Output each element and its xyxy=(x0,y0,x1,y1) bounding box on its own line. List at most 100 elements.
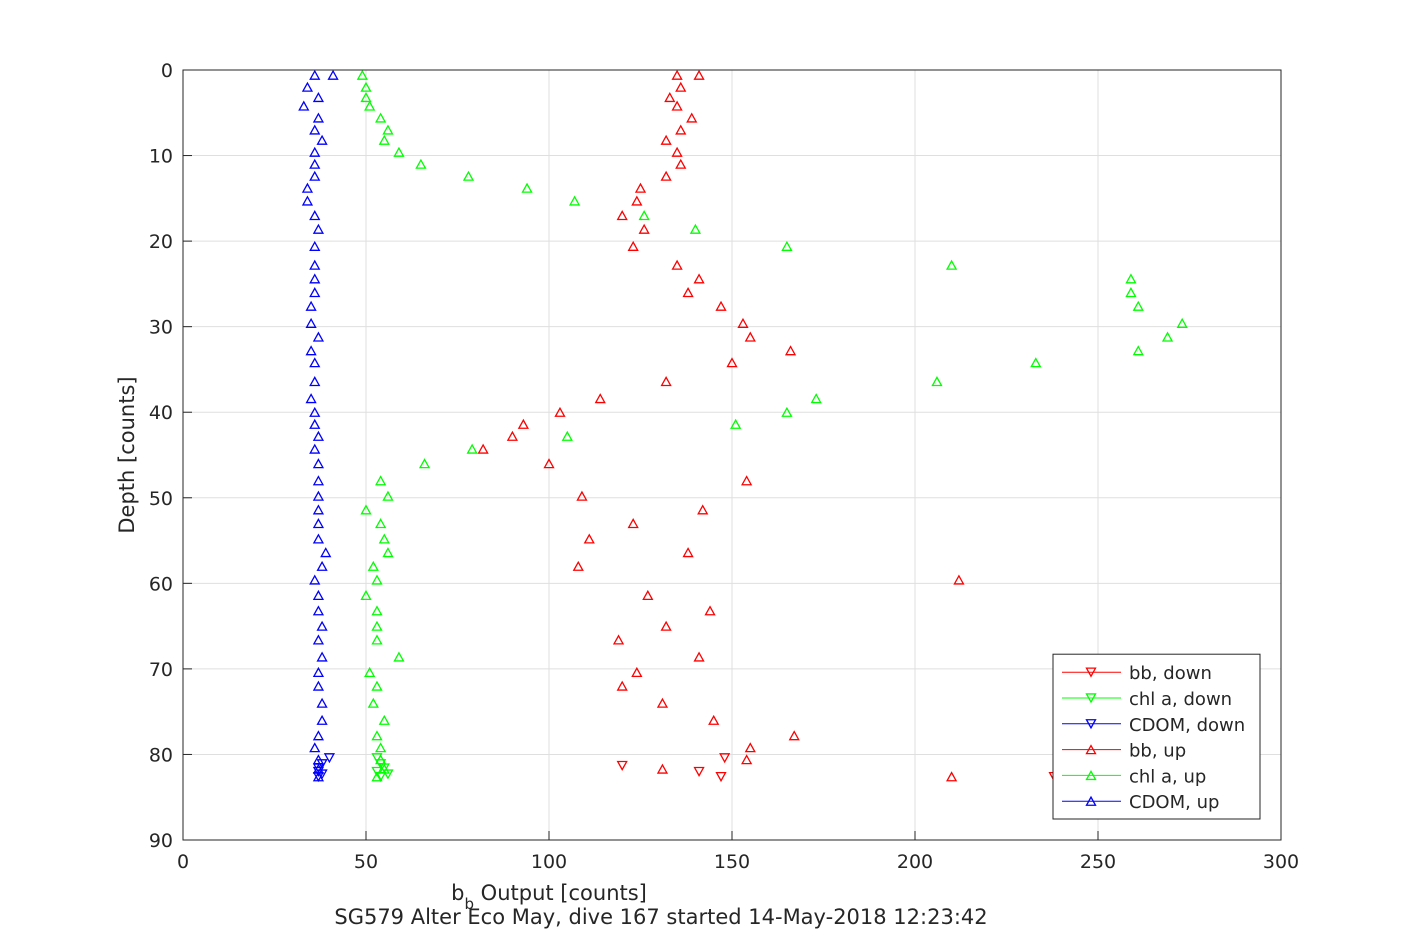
data-point xyxy=(741,754,753,765)
data-point xyxy=(309,124,321,135)
legend: bb, down chl a, down CDOM, down bb, up chl a… xyxy=(1052,653,1261,820)
y-axis-label: Depth [counts] xyxy=(115,376,139,533)
data-point xyxy=(312,533,325,544)
data-point xyxy=(660,620,672,631)
data-point xyxy=(594,393,606,404)
data-point xyxy=(312,666,325,678)
data-point xyxy=(305,300,317,311)
x-tick-label: 200 xyxy=(897,851,933,873)
y-tick-label: 20 xyxy=(149,231,173,253)
data-point xyxy=(462,170,475,181)
data-point xyxy=(312,730,325,741)
data-point xyxy=(1161,331,1174,342)
data-point xyxy=(561,430,573,441)
data-point xyxy=(309,357,321,368)
data-point xyxy=(316,651,328,662)
data-point xyxy=(312,458,325,469)
data-point xyxy=(312,475,325,486)
data-point xyxy=(375,771,387,783)
data-point xyxy=(360,504,372,515)
data-point xyxy=(301,182,314,193)
legend-swatch-marker xyxy=(1085,770,1097,781)
data-point xyxy=(360,91,372,103)
data-point xyxy=(953,574,965,585)
data-point xyxy=(671,69,683,80)
data-point xyxy=(309,376,321,387)
x-axis-label-rest: Output [counts] xyxy=(474,881,647,905)
data-point xyxy=(682,287,694,298)
data-point xyxy=(744,742,756,753)
y-tick-label: 10 xyxy=(149,146,173,168)
data-point xyxy=(393,146,405,157)
data-point xyxy=(364,100,376,111)
data-point xyxy=(320,547,332,558)
data-point xyxy=(730,418,742,429)
data-point xyxy=(1125,273,1137,284)
data-point xyxy=(675,81,687,92)
data-point xyxy=(656,763,669,774)
legend-swatch-marker xyxy=(1085,667,1097,678)
data-point xyxy=(382,124,394,135)
data-point xyxy=(572,560,584,571)
data-point xyxy=(316,134,328,145)
data-point xyxy=(305,317,317,328)
y-tick-label: 90 xyxy=(149,830,173,852)
data-point xyxy=(521,182,533,193)
data-point xyxy=(309,259,321,270)
data-point xyxy=(378,134,390,145)
data-point xyxy=(638,210,650,221)
data-point xyxy=(371,680,383,691)
data-point xyxy=(301,195,314,206)
data-point xyxy=(715,771,727,783)
data-point xyxy=(671,146,683,157)
data-point xyxy=(656,697,669,708)
series-bb-up xyxy=(477,69,965,782)
data-point xyxy=(675,124,687,135)
data-point xyxy=(309,170,321,181)
data-point xyxy=(719,753,731,764)
data-point xyxy=(671,100,683,111)
data-point xyxy=(316,620,328,631)
x-tick-label: 150 xyxy=(714,851,750,873)
data-point xyxy=(616,760,628,771)
data-point xyxy=(312,223,325,234)
data-point xyxy=(378,533,390,544)
data-point xyxy=(675,158,687,169)
data-point xyxy=(356,69,368,80)
legend-label: chl a, down xyxy=(1129,689,1232,710)
data-point xyxy=(375,742,387,753)
series-chl-a-down xyxy=(371,753,394,783)
data-point xyxy=(664,91,676,103)
data-point xyxy=(418,458,431,469)
legend-label: chl a, up xyxy=(1129,766,1206,787)
data-point xyxy=(477,443,489,454)
data-point xyxy=(693,273,705,284)
data-point xyxy=(415,158,427,169)
y-tick-label: 30 xyxy=(149,317,173,339)
data-point xyxy=(704,605,716,616)
legend-swatch-marker xyxy=(1085,719,1097,730)
data-point xyxy=(327,69,339,80)
data-point xyxy=(726,357,738,368)
data-point xyxy=(810,393,822,404)
legend-box xyxy=(1052,653,1261,820)
data-point xyxy=(612,634,625,645)
data-point xyxy=(309,158,321,169)
x-axis-label-main: b xyxy=(451,881,464,905)
data-point xyxy=(583,533,595,544)
data-point xyxy=(309,69,321,80)
series-cdom-down xyxy=(312,753,336,783)
data-point xyxy=(371,753,383,764)
data-point xyxy=(616,210,628,221)
data-point xyxy=(301,81,314,92)
data-point xyxy=(393,651,405,662)
data-point xyxy=(466,443,478,454)
data-point xyxy=(309,240,321,251)
data-point xyxy=(360,589,372,601)
data-point xyxy=(741,475,753,486)
data-point xyxy=(305,345,317,356)
data-point xyxy=(506,430,519,441)
data-point xyxy=(642,589,654,601)
data-point xyxy=(693,651,705,662)
